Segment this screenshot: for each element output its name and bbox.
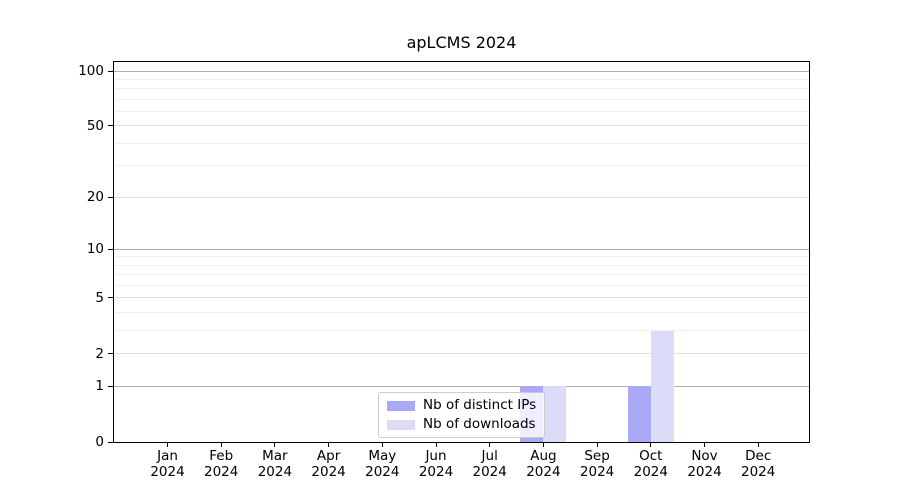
chart-title: apLCMS 2024 [406,33,517,52]
x-tick-dec [757,442,759,447]
y-tick-label-5: 5 [95,289,104,306]
y-tick-5 [108,297,113,299]
legend: Nb of distinct IPs Nb of downloads [378,392,546,438]
gridline-y-20 [114,196,809,198]
x-tick-label-year-may: 2024 [365,463,400,480]
x-tick-label-year-aug: 2024 [526,463,561,480]
x-tick-label-apr: Apr 2024 [301,448,357,480]
x-tick-label-month-may: May [368,448,397,464]
legend-swatch-distinct-ips [387,400,415,411]
gridline-y-1 [114,385,809,387]
y-tick-label-50: 50 [86,117,104,134]
bar-nb-of-downloads-oct [650,330,674,442]
x-tick-label-month-apr: Apr [316,448,341,464]
y-tick-50 [108,125,113,127]
x-tick-jan [167,442,168,447]
x-tick-label-month-jul: Jul [481,448,498,464]
x-tick-nov [704,442,705,447]
gridline-y-minor-3 [114,330,809,332]
x-tick-label-year-feb: 2024 [204,463,239,480]
y-tick-label-20: 20 [86,189,104,206]
x-tick-label-oct: Oct 2024 [623,448,679,480]
x-tick-label-month-sep: Sep [584,448,610,464]
x-tick-label-month-jan: Jan [157,448,178,464]
x-tick-label-month-jun: Jun [425,448,447,464]
x-tick-label-year-apr: 2024 [311,463,346,480]
x-tick-label-may: May 2024 [354,448,410,480]
y-tick-10 [108,248,113,250]
gridline-y-minor-8 [114,264,809,266]
y-tick-2 [108,353,113,355]
gridline-y-2 [114,353,809,355]
y-tick-label-0: 0 [95,434,104,450]
gridline-y-10 [114,248,809,250]
x-tick-label-mar: Mar 2024 [247,448,303,480]
x-tick-label-feb: Feb 2024 [193,448,249,480]
legend-item-downloads: Nb of downloads [387,417,536,432]
gridline-y-minor-30 [114,165,809,167]
x-tick-feb [220,442,222,447]
x-tick-label-month-oct: Oct [639,448,663,464]
legend-label-downloads: Nb of downloads [423,416,536,432]
x-tick-label-month-mar: Mar [262,448,288,464]
y-tick-label-2: 2 [95,345,104,362]
legend-item-distinct-ips: Nb of distinct IPs [387,398,536,413]
plot-area: Nb of distinct IPs Nb of downloads [113,61,810,443]
x-tick-sep [596,442,598,447]
x-tick-label-aug: Aug 2024 [515,448,571,480]
x-tick-label-jan: Jan 2024 [140,448,196,480]
gridline-y-minor-7 [114,274,809,276]
gridline-y-minor-4 [114,312,809,314]
x-tick-label-year-mar: 2024 [257,463,293,480]
gridline-y-minor-40 [114,142,809,144]
gridline-y-minor-80 [114,88,809,90]
x-tick-label-year-sep: 2024 [579,463,615,480]
x-tick-label-sep: Sep 2024 [569,448,625,480]
y-tick-label-1: 1 [95,378,104,395]
x-tick-label-jul: Jul 2024 [462,448,518,480]
x-tick-label-month-feb: Feb [209,448,234,464]
y-tick-label-10: 10 [86,241,104,258]
x-tick-label-month-dec: Dec [745,448,772,464]
y-tick-label-100: 100 [78,63,104,79]
bar-nb-of-distinct-ips-oct [627,386,651,442]
y-tick-100 [108,70,113,72]
y-tick-0 [108,441,113,443]
gridline-y-minor-60 [114,111,809,113]
x-tick-label-year-jun: 2024 [418,463,454,480]
bar-nb-of-downloads-aug [543,386,567,442]
gridline-y-minor-90 [114,78,809,80]
x-tick-label-jun: Jun 2024 [408,448,464,480]
y-tick-20 [108,196,113,198]
x-tick-apr [328,442,330,447]
x-tick-jul [489,442,491,447]
gridline-y-minor-9 [114,256,809,258]
gridline-y-minor-6 [114,285,809,287]
x-tick-label-month-nov: Nov [691,448,718,464]
x-tick-label-year-dec: 2024 [741,463,776,480]
gridline-y-50 [114,125,809,127]
x-tick-may [381,442,383,447]
gridline-y-100 [114,70,809,72]
x-tick-label-year-oct: 2024 [633,463,668,480]
y-tick-1 [108,385,113,387]
legend-label-distinct-ips: Nb of distinct IPs [423,397,537,413]
x-tick-label-year-nov: 2024 [687,463,722,480]
x-tick-label-nov: Nov 2024 [677,448,733,480]
x-tick-label-year-jul: 2024 [472,463,507,480]
x-tick-oct [650,442,652,447]
x-tick-label-year-jan: 2024 [150,463,185,480]
x-tick-mar [274,442,276,447]
gridline-y-minor-70 [114,98,809,100]
x-tick-label-dec: Dec 2024 [730,448,786,480]
x-tick-aug [542,442,544,447]
gridline-y-5 [114,297,809,299]
x-tick-jun [435,442,437,447]
legend-swatch-downloads [387,419,415,430]
x-tick-label-month-aug: Aug [530,448,557,464]
